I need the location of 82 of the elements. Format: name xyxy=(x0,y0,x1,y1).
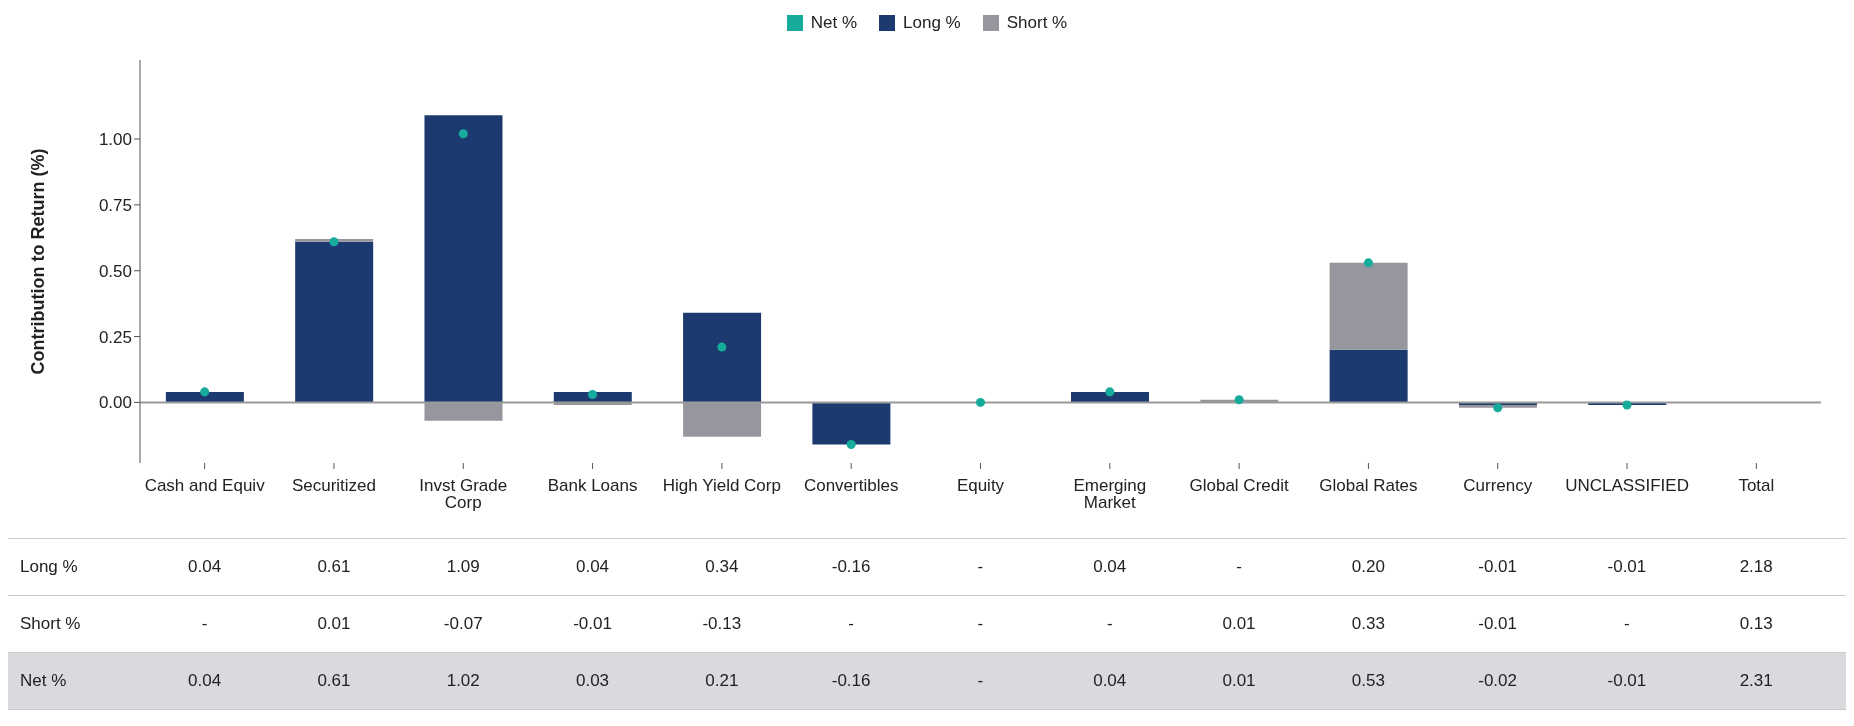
point xyxy=(1622,400,1632,410)
text: 2.31 xyxy=(1739,671,1773,690)
data-label: 0.04 xyxy=(1092,671,1128,691)
data-label: -0.01 xyxy=(1606,671,1648,691)
text: - xyxy=(1106,614,1113,633)
x-tick-label: Securitized xyxy=(291,476,377,496)
data-label: -0.01 xyxy=(1606,557,1648,577)
y-tick-label: 0.25 xyxy=(98,327,132,347)
data-label: 0.61 xyxy=(316,557,352,577)
y-tick-label: 0.75 xyxy=(98,195,132,215)
text: - xyxy=(1236,557,1242,576)
data-label: 0.21 xyxy=(704,671,740,691)
data-label: 0.01 xyxy=(1221,614,1257,634)
text: 0.13 xyxy=(1739,614,1773,633)
data-label: -0.01 xyxy=(1477,557,1518,577)
x-tick-label: Bank Loans xyxy=(547,476,638,496)
x-tick-label: Currency xyxy=(1463,476,1533,496)
data-label: -0.16 xyxy=(830,671,872,691)
y-tick-label: 0.50 xyxy=(98,261,132,281)
data-label: 0.53 xyxy=(1350,671,1386,691)
point xyxy=(1105,387,1115,397)
data-label: 0.33 xyxy=(1350,614,1386,634)
data-label: 0.04 xyxy=(575,557,611,577)
legend-label: Short % xyxy=(1005,13,1068,33)
x-tick-label: Invst Grade Corp xyxy=(419,476,508,513)
x-tick-label: Total xyxy=(1738,476,1775,496)
bar xyxy=(1329,349,1408,403)
text: Short % xyxy=(20,614,81,633)
data-label: -0.02 xyxy=(1477,671,1518,691)
data-label: -0.16 xyxy=(830,557,872,577)
data-label: -0.07 xyxy=(442,614,484,634)
x-tick-label: Global Credit xyxy=(1189,476,1289,496)
point xyxy=(717,342,727,352)
x-tick-label: Emerging Market xyxy=(1073,476,1147,513)
bar xyxy=(812,402,891,445)
point xyxy=(1234,395,1244,405)
data-label: 1.02 xyxy=(445,671,481,691)
data-label: 0.01 xyxy=(316,614,352,634)
data-label: 1.09 xyxy=(445,557,481,577)
data-label: - xyxy=(976,557,985,577)
point xyxy=(588,390,598,400)
text: - xyxy=(848,614,854,633)
data-label: 0.61 xyxy=(316,671,352,691)
data-label: -0.01 xyxy=(1477,614,1518,634)
data-label: -0.13 xyxy=(701,614,743,634)
legend-label: Long % xyxy=(902,13,961,33)
data-label: 0.01 xyxy=(1221,671,1257,691)
x-tick-label: Equity xyxy=(956,476,1005,496)
text: - xyxy=(201,614,208,633)
data-label: 0.03 xyxy=(575,671,611,691)
x-tick-label: Cash and Equiv xyxy=(144,476,266,496)
point xyxy=(846,440,856,450)
point xyxy=(458,129,468,139)
data-label: 0.34 xyxy=(704,557,740,577)
x-tick-label: Global Rates xyxy=(1319,476,1418,496)
text: Net % xyxy=(20,671,67,690)
bar xyxy=(1329,262,1408,350)
point xyxy=(329,237,339,247)
data-label: 0.04 xyxy=(1092,557,1128,577)
data-label: 0.20 xyxy=(1350,557,1386,577)
data-label: 0.04 xyxy=(187,557,223,577)
point xyxy=(200,387,210,397)
x-tick-label: UNCLASSIFIED xyxy=(1565,476,1689,496)
text: 2.18 xyxy=(1739,557,1773,576)
point xyxy=(975,397,986,407)
y-axis-title: Contribution to Return (%) xyxy=(28,148,49,375)
bar xyxy=(424,115,503,403)
x-tick-label: High Yield Corp xyxy=(662,476,781,496)
text: Long % xyxy=(20,557,78,576)
y-tick-label: 1.00 xyxy=(98,130,132,150)
data-label: 0.04 xyxy=(187,671,223,691)
bar xyxy=(683,312,762,403)
legend-label: Net % xyxy=(809,13,858,33)
point xyxy=(1363,258,1373,268)
data-label: -0.01 xyxy=(572,614,613,634)
text: - xyxy=(1624,614,1630,633)
point xyxy=(1493,403,1503,413)
y-tick-label: 0.00 xyxy=(98,393,132,413)
bar xyxy=(295,241,374,403)
text: - xyxy=(977,614,984,633)
x-tick-label: Convertibles xyxy=(803,476,899,496)
data-label: - xyxy=(976,671,985,691)
